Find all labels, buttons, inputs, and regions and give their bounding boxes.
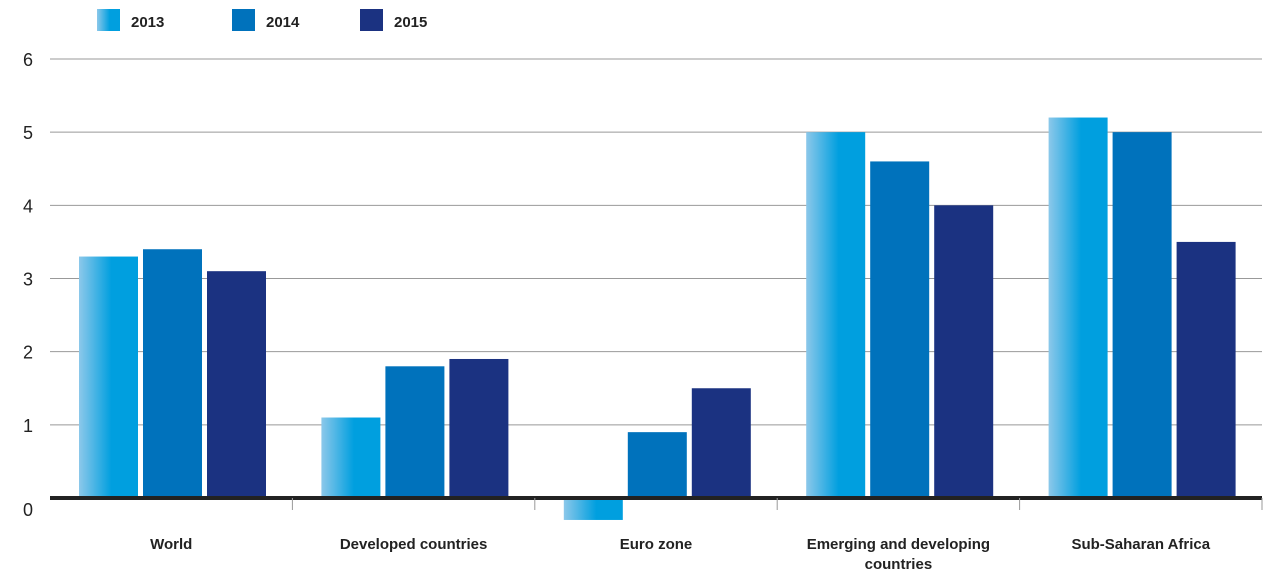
legend: 2013 2014 2015 [97,9,427,31]
bar-2013-emerging-and-developing-countries [806,132,866,498]
bar-2013-euro-zone [563,498,623,520]
bar-2013-sub-saharan-africa [1048,117,1108,499]
legend-item-2014: 2014 [232,9,300,31]
category-label: countries [865,556,933,573]
bar-2013-world [79,256,138,498]
bar-2014-euro-zone [627,432,687,498]
bar-2015-sub-saharan-africa [1176,241,1236,498]
y-tick-label: 0 [23,500,33,520]
legend-swatch [97,9,120,31]
y-axis-ticks: 0 1 2 3 4 5 6 [23,50,33,520]
category-labels: World Developed countries Euro zone Emergin… [150,536,1211,573]
legend-label: 2015 [394,14,427,31]
bar-2015-emerging-and-developing-countries [934,205,994,499]
bar-2015-world [207,271,266,498]
bar-2014-emerging-and-developing-countries [870,161,930,498]
legend-swatch [232,9,255,31]
legend-label: 2014 [266,14,300,31]
bar-2014-developed-countries [385,366,445,498]
legend-item-2013: 2013 [97,9,164,31]
y-tick-label: 3 [23,270,33,290]
x-axis [50,496,1263,510]
y-tick-label: 5 [23,123,33,143]
y-tick-label: 4 [23,196,33,216]
category-label: World [150,536,192,553]
bar-2013-developed-countries [321,417,381,498]
y-tick-label: 1 [23,416,33,436]
bar-2014-sub-saharan-africa [1112,132,1172,498]
bar-2014-world [143,249,202,498]
legend-swatch [360,9,383,31]
category-label: Sub-Saharan Africa [1071,536,1210,553]
bar-2015-developed-countries [449,358,509,498]
category-label: Developed countries [340,536,488,553]
y-tick-label: 2 [23,343,33,363]
x-axis-baseline [50,496,1262,500]
bars [79,117,1236,520]
y-tick-label: 6 [23,50,33,70]
bar-2015-euro-zone [691,388,751,498]
legend-label: 2013 [131,14,164,31]
legend-item-2015: 2015 [360,9,427,31]
category-label: Euro zone [620,536,693,553]
category-label: Emerging and developing [807,536,990,553]
